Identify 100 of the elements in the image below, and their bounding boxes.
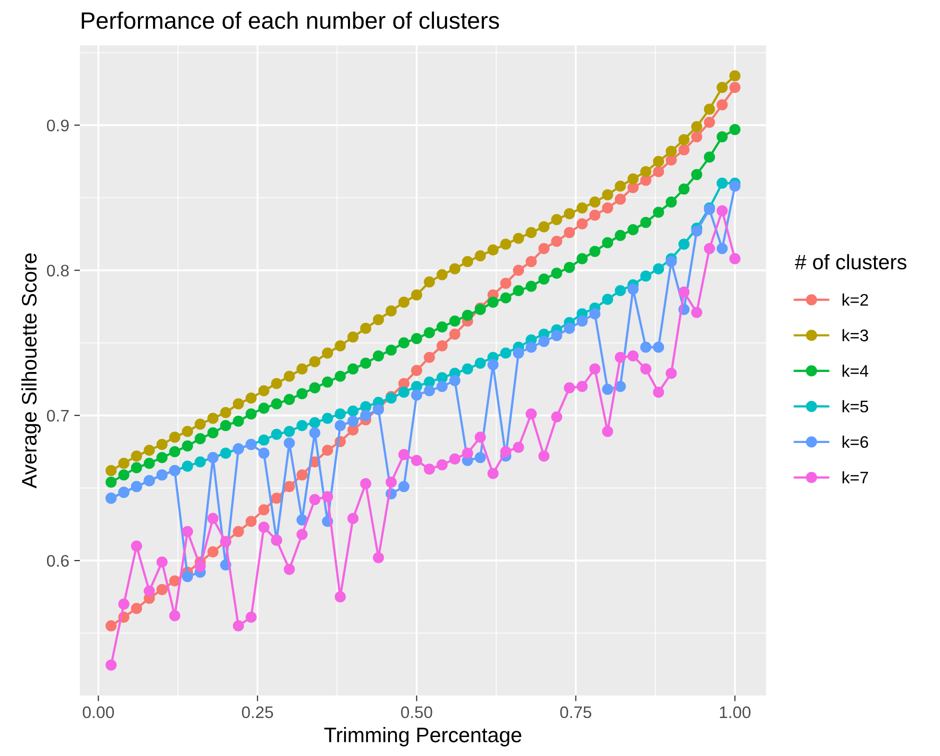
point [424,376,435,388]
point [182,526,194,538]
point [474,452,486,464]
legend-label: k=6 [842,436,868,448]
point [194,456,206,468]
legend-label: k=5 [842,400,868,412]
point [512,442,524,453]
point [296,363,308,375]
point [704,152,716,163]
point [271,398,282,410]
point [424,385,435,396]
point [500,292,512,304]
point [271,492,282,504]
point [411,364,422,376]
point [666,368,677,379]
legend-label: k=7 [842,471,868,484]
point [246,516,257,527]
point [500,446,512,458]
point [258,385,270,396]
point [716,131,728,142]
point [589,308,600,320]
point [691,131,702,142]
chart-title: Performance of each number of clusters [82,12,499,29]
x-tick-label: 1.00 [720,706,750,718]
point [296,469,308,480]
point [487,244,499,256]
point [246,612,257,623]
point [538,221,550,232]
point [500,238,512,250]
point [691,226,702,237]
point [487,359,499,370]
point [144,444,155,456]
point [156,452,168,464]
x-tick-label: 0.25 [242,706,274,718]
point [704,104,716,115]
point [729,70,740,82]
point [602,384,614,395]
point [360,322,372,334]
point [309,417,320,428]
point [334,370,346,382]
point [436,340,448,352]
point [436,321,448,332]
point [526,342,537,353]
point [564,382,575,394]
point [551,268,562,279]
point [309,356,320,368]
point [652,166,664,178]
point [258,504,270,516]
point [411,454,422,466]
point [360,410,372,421]
point [449,453,460,465]
point [602,189,614,200]
point [449,316,460,327]
point [589,210,600,221]
point [602,294,614,305]
y-axis-title: Average Silhouette Score [21,253,41,488]
point [182,426,194,437]
x-tick-label: 0.00 [82,706,114,718]
point [628,173,639,184]
point [372,314,384,326]
x-tick-label: 0.50 [401,706,432,718]
point [487,468,499,480]
point [271,378,282,390]
point [666,146,677,157]
point [652,342,664,353]
point [386,305,397,316]
point [334,340,346,352]
point [386,344,397,356]
point [398,337,410,348]
point [564,208,575,220]
point [284,426,295,437]
point [678,134,690,146]
point [246,408,257,420]
point [106,620,117,632]
point [232,620,244,632]
point [347,363,359,375]
point [106,465,117,476]
legend-title: # of clusters [794,254,906,270]
point [258,448,270,459]
point [284,480,295,492]
point [666,196,677,208]
point [296,514,308,526]
point [436,372,448,384]
point [564,227,575,238]
point [729,124,740,136]
point [144,458,155,469]
point [652,386,664,398]
point [194,433,206,444]
point [118,458,130,469]
point [640,216,652,228]
point [284,564,295,575]
point [284,370,295,382]
y-tick-label: 0.8 [46,264,69,277]
point [462,256,474,268]
point [589,196,600,208]
point [678,144,690,156]
legend-label: k=3 [842,329,868,342]
point [614,352,626,363]
point [322,376,334,388]
point [296,528,308,540]
